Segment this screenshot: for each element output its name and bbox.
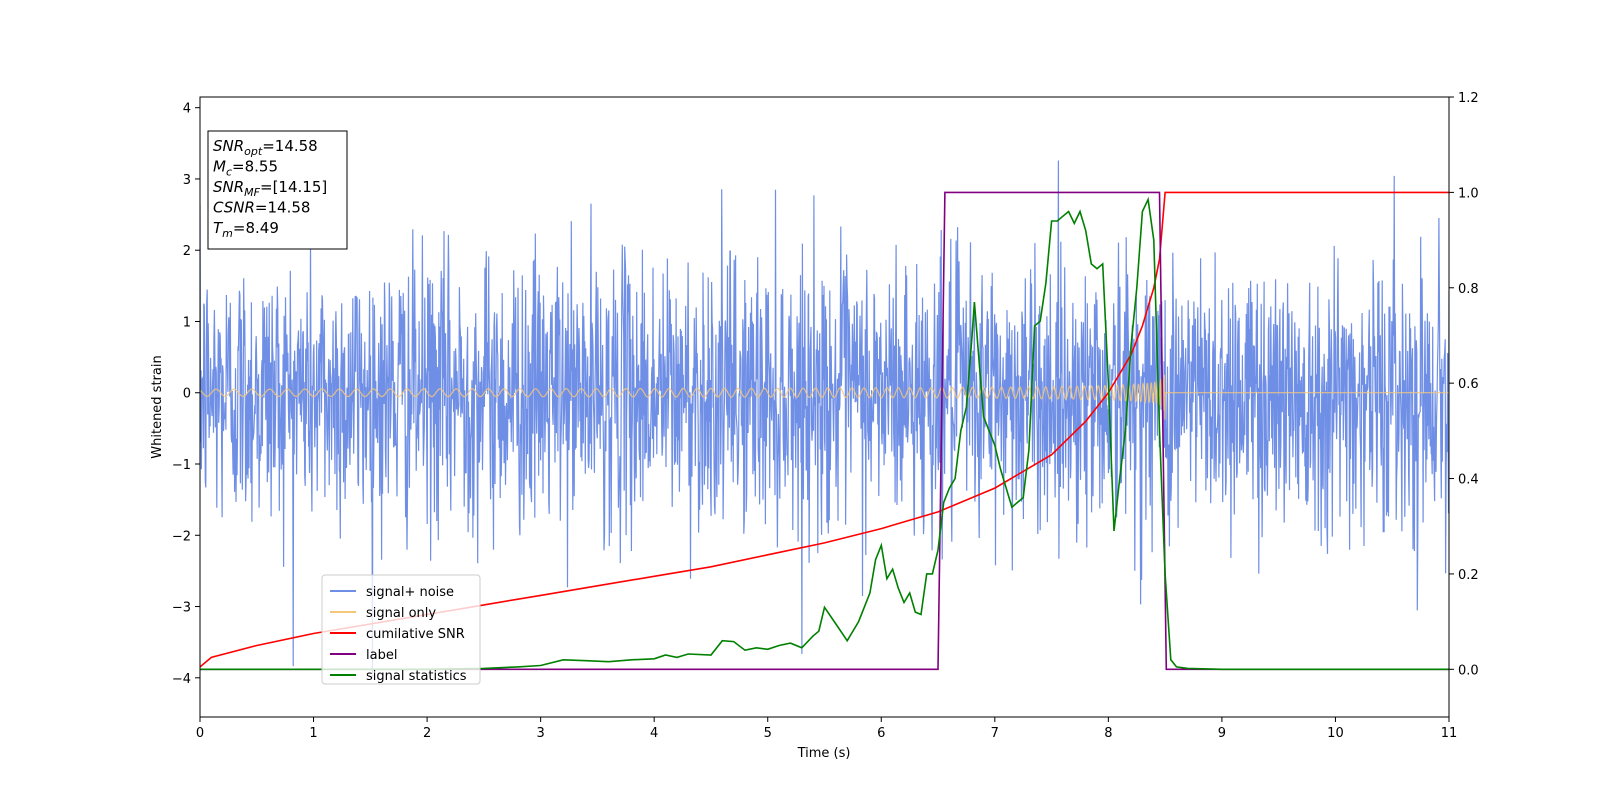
x-tick-label: 10 bbox=[1327, 726, 1344, 741]
y-tick-label: −3 bbox=[172, 601, 191, 616]
x-tick-label: 9 bbox=[1218, 726, 1226, 741]
y-right-tick-label: 0.6 bbox=[1458, 377, 1479, 392]
y-right-tick-label: 0.2 bbox=[1458, 568, 1479, 583]
y-axis-label: Whitened strain bbox=[150, 355, 165, 458]
x-tick-label: 4 bbox=[650, 726, 658, 741]
y-right-tick-label: 1.2 bbox=[1458, 91, 1479, 106]
legend-items: signal+ noise signal only cumilative SNR la… bbox=[330, 585, 467, 684]
y-right-tick-label: 1.0 bbox=[1458, 186, 1479, 201]
y-right-tick-label: 0.0 bbox=[1458, 663, 1479, 678]
series-line-signal-noise bbox=[200, 160, 1449, 677]
x-axis-ticks: 0 1 2 3 4 5 6 7 8 9 10 11 bbox=[196, 717, 1457, 741]
x-tick-label: 5 bbox=[764, 726, 772, 741]
x-axis-label: Time (s) bbox=[797, 746, 851, 761]
legend-label: signal statistics bbox=[366, 669, 467, 684]
y-tick-label: 4 bbox=[183, 102, 191, 117]
y-tick-label: 3 bbox=[183, 173, 191, 188]
x-tick-label: 11 bbox=[1441, 726, 1458, 741]
y-tick-label: −4 bbox=[172, 672, 191, 687]
legend-label: cumilative SNR bbox=[366, 627, 465, 642]
info-box-frame bbox=[207, 130, 348, 250]
y-right-tick-label: 0.4 bbox=[1458, 473, 1479, 488]
legend-frame bbox=[321, 574, 481, 685]
y-tick-label: −2 bbox=[172, 529, 191, 544]
legend-label: label bbox=[366, 648, 397, 663]
info-line: Mc=8.55 bbox=[213, 158, 278, 179]
x-tick-label: 7 bbox=[991, 726, 999, 741]
legend-label: signal only bbox=[366, 606, 436, 621]
x-tick-label: 1 bbox=[309, 726, 317, 741]
x-tick-label: 8 bbox=[1104, 726, 1112, 741]
y-tick-label: 0 bbox=[183, 387, 191, 402]
info-box: SNRopt=14.58Mc=8.55SNRMF=[14.15]CSNR=14.… bbox=[207, 130, 348, 250]
info-line: SNRopt=14.58 bbox=[213, 137, 318, 158]
series-line-signal-statistics bbox=[200, 196, 1449, 671]
y-tick-label: 1 bbox=[183, 315, 191, 330]
x-tick-label: 0 bbox=[196, 726, 204, 741]
x-tick-label: 2 bbox=[423, 726, 431, 741]
y-tick-label: 2 bbox=[183, 244, 191, 259]
y-axis-right-ticks: 0.0 0.2 0.4 0.6 0.8 1.0 1.2 bbox=[1449, 91, 1479, 678]
y-tick-label: −1 bbox=[172, 458, 191, 473]
info-line: CSNR=14.58 bbox=[213, 199, 310, 217]
y-right-tick-label: 0.8 bbox=[1458, 282, 1479, 297]
x-tick-label: 3 bbox=[536, 726, 544, 741]
info-line: Tm=8.49 bbox=[213, 219, 279, 240]
y-axis-left-ticks: −4 −3 −2 −1 0 1 2 3 4 bbox=[172, 102, 200, 687]
info-lines: SNRopt=14.58Mc=8.55SNRMF=[14.15]CSNR=14.… bbox=[213, 137, 327, 240]
legend-label: signal+ noise bbox=[366, 585, 454, 600]
legend: signal+ noise signal only cumilative SNR la… bbox=[321, 574, 481, 685]
plot-frame bbox=[199, 96, 1450, 718]
info-line: SNRMF=[14.15] bbox=[213, 178, 327, 199]
x-tick-label: 6 bbox=[877, 726, 885, 741]
series-line-signal-only bbox=[200, 374, 1449, 420]
